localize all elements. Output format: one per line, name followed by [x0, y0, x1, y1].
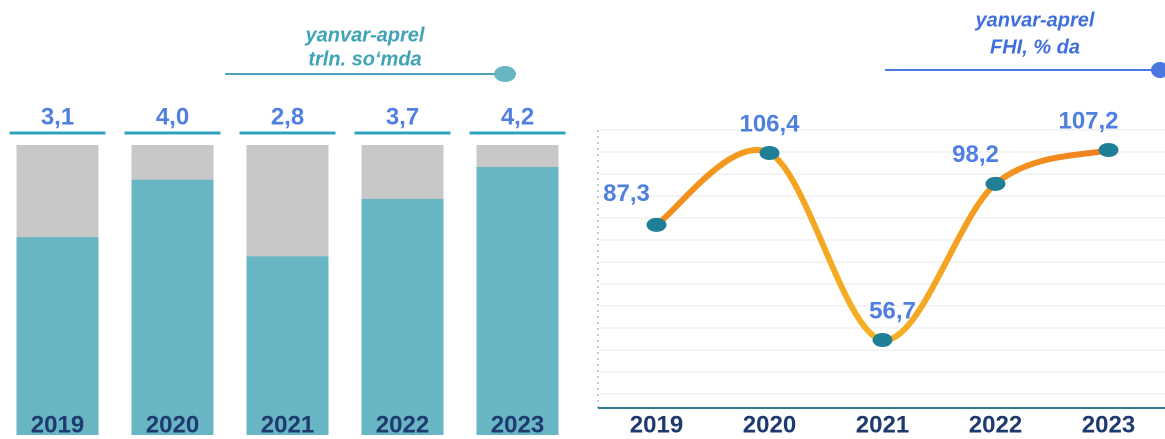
x-tick-label: 2023: [1082, 411, 1135, 438]
value-label: 3,1: [41, 103, 74, 130]
point: [985, 176, 1006, 191]
bar: [131, 179, 214, 435]
x-tick-label: 2019: [31, 411, 84, 438]
value-label: 107,2: [1058, 107, 1118, 134]
title-dot: [494, 66, 516, 82]
value-label: 4,2: [501, 103, 534, 130]
subtitle: yanvar-aprel: [975, 9, 1095, 31]
x-tick-label: 2019: [630, 411, 683, 438]
x-tick-label: 2021: [261, 411, 314, 438]
x-tick-label: 2023: [491, 411, 544, 438]
x-tick-label: 2021: [856, 411, 909, 438]
bar: [476, 167, 559, 435]
subtitle: trln. so‘mda: [308, 48, 421, 70]
x-tick-label: 2020: [743, 411, 796, 438]
value-label: 106,4: [739, 110, 800, 137]
title-dot: [1151, 62, 1165, 78]
value-label: 2,8: [271, 103, 304, 130]
point: [1098, 143, 1119, 157]
value-label: 87,3: [603, 180, 650, 207]
point: [759, 146, 780, 161]
point: [872, 333, 893, 347]
point: [646, 217, 667, 232]
x-tick-label: 2020: [146, 411, 199, 438]
subtitle: yanvar-aprel: [305, 24, 425, 46]
value-label: 56,7: [869, 297, 916, 324]
bar: [246, 256, 329, 435]
value-label: 4,0: [156, 103, 189, 130]
value-label: 3,7: [386, 103, 419, 130]
subtitle: FHI, % da: [990, 36, 1080, 58]
x-tick-label: 2022: [969, 411, 1022, 438]
bar: [361, 198, 444, 435]
x-tick-label: 2022: [376, 411, 429, 438]
bar: [16, 237, 99, 435]
value-label: 98,2: [952, 141, 999, 168]
